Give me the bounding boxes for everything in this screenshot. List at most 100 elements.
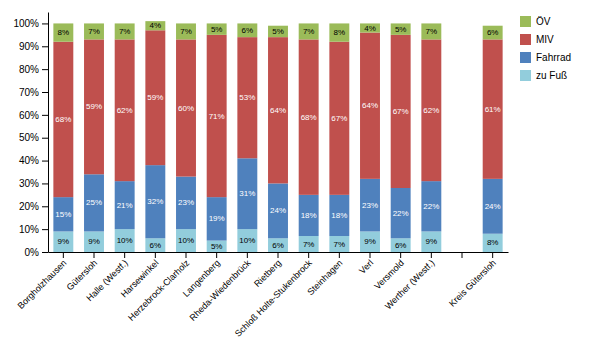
data-label: 68% [55, 115, 71, 124]
y-tick: 30% [19, 178, 48, 189]
plot: 0%10%20%30%40%50%60%70%80%90%100%Borghol… [13, 13, 508, 339]
y-tick-mark [42, 92, 48, 93]
data-label: 6% [150, 241, 162, 250]
data-label: 59% [86, 102, 102, 111]
bar-segment [237, 229, 257, 252]
bar-segment [145, 21, 165, 30]
bar-segment [329, 42, 349, 195]
bar-segment [84, 39, 104, 174]
y-tick-mark [42, 206, 48, 207]
bar-segment [452, 252, 472, 253]
y-tick-label: 100% [13, 18, 39, 29]
data-label: 25% [86, 198, 102, 207]
x-tick-label: Rheda-Wiedenbrück [187, 257, 252, 322]
y-tick-mark [42, 161, 48, 162]
bar-segment [53, 42, 73, 197]
y-axis-line [48, 13, 49, 253]
x-tick: Rietberg [252, 252, 283, 289]
bar-segment [421, 231, 441, 252]
y-tick-mark [42, 183, 48, 184]
bar-segment [452, 252, 472, 253]
data-label: 61% [485, 105, 501, 114]
y-tick-mark [42, 115, 48, 116]
data-label: 53% [239, 93, 255, 102]
bar-segment [176, 177, 196, 230]
data-label: 9% [364, 237, 376, 246]
data-label: 6% [395, 241, 407, 250]
legend-swatch [520, 34, 531, 45]
x-tick-mark [63, 252, 64, 258]
data-label: 15% [55, 210, 71, 219]
data-label: 7% [180, 27, 192, 36]
data-label: 21% [117, 201, 133, 210]
bar-segment [237, 23, 257, 37]
bars [53, 21, 502, 252]
legend-label: zu Fuß [536, 70, 567, 81]
legend-item: zu Fuß [520, 70, 567, 81]
legend-item: ÖV [520, 16, 551, 27]
data-label: 7% [303, 27, 315, 36]
bar-segment [360, 179, 380, 232]
bar-segment [268, 238, 288, 252]
y-tick-label: 30% [19, 178, 39, 189]
y-tick: 0% [25, 247, 48, 258]
data-label: 8% [334, 28, 346, 37]
x-tick [462, 252, 463, 258]
x-tick-label: Verl [357, 258, 375, 276]
data-label: 9% [58, 237, 70, 246]
data-label: 7% [88, 27, 100, 36]
legend-label: ÖV [536, 16, 551, 27]
data-label: 10% [117, 236, 133, 245]
data-label: 19% [209, 214, 225, 223]
data-label: 24% [485, 202, 501, 211]
y-axis: 0%10%20%30%40%50%60%70%80%90%100% [13, 13, 48, 258]
bar-segment [84, 174, 104, 231]
bar-segment [329, 195, 349, 236]
x-tick-label: Schloß Holte-Stukenbrock [233, 257, 314, 338]
data-label: 71% [209, 112, 225, 121]
chart: 0%10%20%30%40%50%60%70%80%90%100%Borghol… [0, 0, 590, 352]
legend-item: Fahrrad [520, 52, 571, 63]
x-tick-mark [247, 252, 248, 258]
x-tick: Steinhagen [305, 252, 344, 297]
data-label: 4% [150, 21, 162, 30]
bar-segment [145, 238, 165, 252]
data-label: 18% [331, 211, 347, 220]
x-tick-mark [186, 252, 187, 258]
y-tick: 40% [19, 155, 48, 166]
bar-segment [391, 35, 411, 188]
bar-segment [391, 23, 411, 34]
data-label: 9% [88, 237, 100, 246]
y-tick-mark [42, 229, 48, 230]
y-tick: 70% [19, 87, 48, 98]
y-tick: 80% [19, 64, 48, 75]
bar-segment [421, 39, 441, 181]
legend-label: Fahrrad [536, 52, 571, 63]
y-tick-mark [42, 138, 48, 139]
x-tick: Borgholzhausen [15, 252, 68, 311]
y-tick: 50% [19, 132, 48, 143]
bar-segment [176, 39, 196, 176]
data-label: 10% [239, 236, 255, 245]
x-tick-mark [462, 252, 463, 258]
data-label: 5% [211, 242, 223, 251]
bar-segment [145, 30, 165, 165]
data-label: 67% [331, 114, 347, 123]
bar-segment [84, 23, 104, 39]
y-tick-mark [42, 23, 48, 24]
x-tick: Verl [357, 252, 375, 276]
x-tick-mark [370, 252, 371, 258]
x-tick-mark [308, 252, 309, 258]
data-label: 22% [393, 209, 409, 218]
bar-segment [391, 188, 411, 238]
data-label: 5% [211, 25, 223, 34]
x-tick: Schloß Holte-Stukenbrock [233, 252, 314, 339]
x-tick-mark [155, 252, 156, 258]
x-axis: BorgholzhausenGüterslohHalle (Westf.)Har… [15, 252, 508, 339]
series [53, 21, 502, 42]
bar-segment [115, 181, 135, 229]
data-label: 24% [270, 206, 286, 215]
x-tick-label: Werther (Westf.) [383, 258, 437, 312]
bar-segment [53, 231, 73, 252]
bar-segment [452, 252, 472, 253]
